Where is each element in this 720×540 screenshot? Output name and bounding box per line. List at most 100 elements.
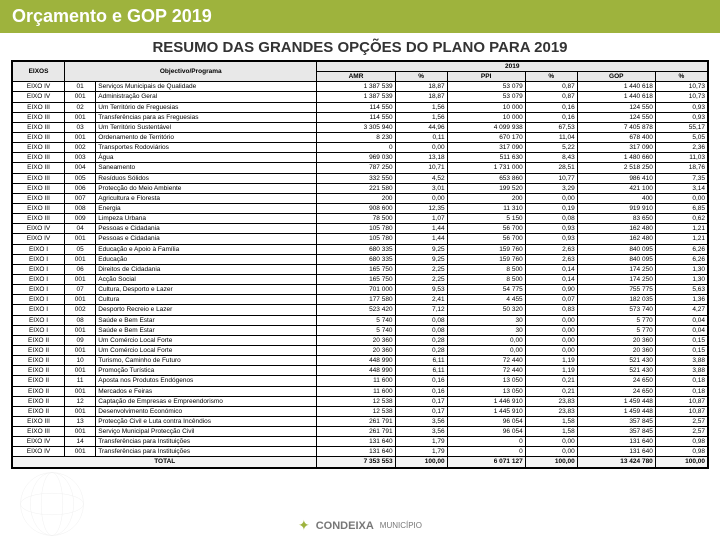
cell-code: 05 [65, 244, 96, 254]
cell-amr: 114 550 [317, 112, 395, 122]
cell-amr: 11 600 [317, 376, 395, 386]
cell-gop-pct: 3,88 [655, 356, 707, 366]
cell-prog: Acção Social [96, 274, 317, 284]
cell-amr: 8 230 [317, 132, 395, 142]
cell-ppi: 30 [447, 325, 525, 335]
table-row: EIXO I001Acção Social165 7502,258 5000,1… [13, 274, 708, 284]
cell-code: 003 [65, 153, 96, 163]
cell-gop: 162 480 [577, 234, 655, 244]
cell-ppi-pct: 0,14 [525, 274, 577, 284]
cell-gop-pct: 0,04 [655, 315, 707, 325]
cell-ppi-pct: 11,04 [525, 132, 577, 142]
cell-amr-pct: 6,11 [395, 366, 447, 376]
table-row: EIXO III009Limpeza Urbana78 5001,075 150… [13, 214, 708, 224]
cell-ppi-pct: 0,21 [525, 376, 577, 386]
cell-code: 005 [65, 173, 96, 183]
cell-amr: 448 990 [317, 356, 395, 366]
brand-sub: MUNICÍPIO [380, 521, 422, 530]
cell-gop-pct: 6,85 [655, 203, 707, 213]
cell-prog: Mercados e Feiras [96, 386, 317, 396]
cell-ppi-pct: 0,00 [525, 193, 577, 203]
cell-gop: 20 360 [577, 335, 655, 345]
cell-eixo: EIXO I [13, 315, 65, 325]
table-row: EIXO III001Serviço Municipal Protecção C… [13, 427, 708, 437]
cell-ppi: 317 090 [447, 143, 525, 153]
cell-code: 009 [65, 214, 96, 224]
cell-gop: 174 250 [577, 264, 655, 274]
col-gop: GOP [577, 72, 655, 82]
cell-gop-pct: 0,62 [655, 214, 707, 224]
cell-gop-pct: 18,76 [655, 163, 707, 173]
cell-ppi-pct: 1,58 [525, 427, 577, 437]
cell-eixo: EIXO III [13, 143, 65, 153]
table-row: EIXO III008Energia908 60012,3511 3100,19… [13, 203, 708, 213]
cell-eixo: EIXO II [13, 406, 65, 416]
cell-prog: Direitos de Cidadania [96, 264, 317, 274]
cell-gop: 24 650 [577, 376, 655, 386]
cell-gop: 357 845 [577, 427, 655, 437]
cell-amr: 165 750 [317, 264, 395, 274]
col-gop-pct: % [655, 72, 707, 82]
table-row: EIXO II09Um Comércio Local Forte20 3600,… [13, 335, 708, 345]
cell-code: 002 [65, 143, 96, 153]
cell-gop: 357 845 [577, 416, 655, 426]
table-row: EIXO IV01Serviços Municipais de Qualidad… [13, 82, 708, 92]
cell-amr: 12 538 [317, 396, 395, 406]
cell-gop: 317 090 [577, 143, 655, 153]
table-row: EIXO I002Desporto Recreio e Lazer523 420… [13, 305, 708, 315]
cell-amr-pct: 1,44 [395, 234, 447, 244]
cell-ppi: 53 079 [447, 92, 525, 102]
cell-ppi: 8 500 [447, 274, 525, 284]
cell-gop: 986 410 [577, 173, 655, 183]
cell-amr: 114 550 [317, 102, 395, 112]
cell-code: 02 [65, 102, 96, 112]
cell-eixo: EIXO II [13, 356, 65, 366]
cell-ppi-pct: 0,16 [525, 112, 577, 122]
cell-amr: 12 538 [317, 406, 395, 416]
cell-amr: 1 387 539 [317, 82, 395, 92]
table-row: EIXO I001Cultura177 5802,414 4550,07182 … [13, 295, 708, 305]
cell-amr: 131 640 [317, 437, 395, 447]
cell-ppi: 0,00 [447, 335, 525, 345]
cell-gop-pct: 5,63 [655, 285, 707, 295]
cell-ppi: 72 440 [447, 356, 525, 366]
cell-prog: Um Território de Freguesias [96, 102, 317, 112]
cell-ppi: 13 050 [447, 386, 525, 396]
cell-amr: 20 360 [317, 335, 395, 345]
table-row: EIXO II001Um Comércio Local Forte20 3600… [13, 345, 708, 355]
cell-gop-pct: 0,00 [655, 193, 707, 203]
cell-ppi-pct: 5,22 [525, 143, 577, 153]
cell-amr-pct: 0,28 [395, 335, 447, 345]
cell-gop: 919 910 [577, 203, 655, 213]
cell-ppi: 0 [447, 437, 525, 447]
cell-eixo: EIXO I [13, 244, 65, 254]
cell-eixo: EIXO I [13, 274, 65, 284]
cell-prog: Resíduos Sólidos [96, 173, 317, 183]
cell-amr: 131 640 [317, 447, 395, 457]
cell-amr: 11 600 [317, 386, 395, 396]
cell-prog: Turismo, Caminho de Futuro [96, 356, 317, 366]
cell-total-ppi-pct: 100,00 [525, 457, 577, 467]
table-row: EIXO III13Protecção Civil e Luta contra … [13, 416, 708, 426]
cell-gop: 1 459 448 [577, 406, 655, 416]
cell-prog: Ordenamento de Território [96, 132, 317, 142]
cell-gop-pct: 0,15 [655, 335, 707, 345]
table-row: EIXO III004Saneamento787 25010,711 731 0… [13, 163, 708, 173]
cell-amr-pct: 1,79 [395, 437, 447, 447]
total-row: TOTAL7 353 553100,006 071 127100,0013 42… [13, 457, 708, 467]
cell-gop-pct: 6,26 [655, 254, 707, 264]
cell-amr: 680 335 [317, 254, 395, 264]
cell-prog: Limpeza Urbana [96, 214, 317, 224]
cell-prog: Agricultura e Floresta [96, 193, 317, 203]
cell-ppi-pct: 0,00 [525, 345, 577, 355]
cell-gop: 1 480 660 [577, 153, 655, 163]
cell-code: 04 [65, 224, 96, 234]
cell-amr-pct: 2,41 [395, 295, 447, 305]
cell-gop: 124 550 [577, 112, 655, 122]
cell-eixo: EIXO II [13, 345, 65, 355]
cell-eixo: EIXO II [13, 335, 65, 345]
cell-code: 008 [65, 203, 96, 213]
cell-ppi-pct: 10,77 [525, 173, 577, 183]
cell-amr-pct: 2,25 [395, 264, 447, 274]
cell-gop-pct: 2,36 [655, 143, 707, 153]
